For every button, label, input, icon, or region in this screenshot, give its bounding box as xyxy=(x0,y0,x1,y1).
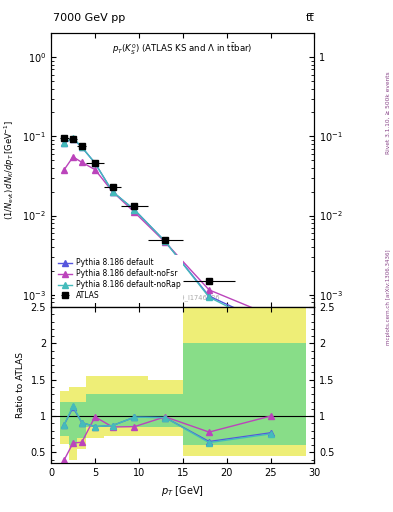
Text: Rivet 3.1.10, ≥ 500k events: Rivet 3.1.10, ≥ 500k events xyxy=(386,71,391,154)
Text: ATLAS_2019_I1746286: ATLAS_2019_I1746286 xyxy=(145,295,220,302)
Pythia 8.186 default-noFsr xyxy=(93,166,97,173)
Bar xyxy=(121,376,148,436)
Bar xyxy=(235,307,306,456)
Pythia 8.186 default-noRap xyxy=(110,188,115,195)
Pythia 8.186 default-noRap xyxy=(207,294,211,300)
Bar xyxy=(77,387,86,449)
Text: mcplots.cern.ch [arXiv:1306.3436]: mcplots.cern.ch [arXiv:1306.3436] xyxy=(386,249,391,345)
Text: tt̅: tt̅ xyxy=(306,13,314,23)
Bar xyxy=(121,394,148,427)
Legend: Pythia 8.186 default, Pythia 8.186 default-noFsr, Pythia 8.186 default-noRap, AT: Pythia 8.186 default, Pythia 8.186 defau… xyxy=(55,255,184,303)
Pythia 8.186 default-noFsr xyxy=(163,239,167,245)
Pythia 8.186 default xyxy=(79,144,84,150)
Bar xyxy=(183,307,235,456)
Text: 7000 GeV pp: 7000 GeV pp xyxy=(53,13,125,23)
Pythia 8.186 default-noFsr xyxy=(79,159,84,165)
Bar xyxy=(60,391,69,444)
Bar xyxy=(148,394,183,427)
Pythia 8.186 default-noFsr xyxy=(268,312,273,318)
Pythia 8.186 default xyxy=(71,136,75,142)
Pythia 8.186 default-noRap xyxy=(268,325,273,331)
Bar xyxy=(148,380,183,436)
Bar xyxy=(77,401,86,438)
Bar xyxy=(235,344,306,445)
Pythia 8.186 default-noRap xyxy=(79,144,84,150)
Text: $p_T(K^0_S)$ (ATLAS KS and $\Lambda$ in t$\bar{\mathrm{t}}$bar): $p_T(K^0_S)$ (ATLAS KS and $\Lambda$ in … xyxy=(112,41,253,57)
Bar xyxy=(60,401,69,436)
Pythia 8.186 default-noRap xyxy=(62,140,67,146)
Pythia 8.186 default xyxy=(163,239,167,245)
Pythia 8.186 default-noFsr xyxy=(62,166,67,173)
Bar xyxy=(104,376,121,436)
Pythia 8.186 default xyxy=(62,140,67,146)
X-axis label: $p_T$ [GeV]: $p_T$ [GeV] xyxy=(161,484,204,498)
Pythia 8.186 default-noRap xyxy=(132,207,137,213)
Pythia 8.186 default-noRap xyxy=(163,239,167,245)
Pythia 8.186 default-noRap xyxy=(93,160,97,166)
Pythia 8.186 default-noFsr xyxy=(110,188,115,195)
Pythia 8.186 default xyxy=(268,322,273,328)
Pythia 8.186 default xyxy=(132,207,137,213)
Pythia 8.186 default-noRap xyxy=(71,135,75,141)
Line: Pythia 8.186 default: Pythia 8.186 default xyxy=(61,136,273,327)
Pythia 8.186 default xyxy=(93,160,97,166)
Pythia 8.186 default xyxy=(110,188,115,195)
Line: Pythia 8.186 default-noFsr: Pythia 8.186 default-noFsr xyxy=(61,154,273,318)
Pythia 8.186 default-noFsr xyxy=(207,287,211,293)
Bar xyxy=(104,394,121,427)
Pythia 8.186 default-noFsr xyxy=(71,154,75,160)
Pythia 8.186 default-noFsr xyxy=(132,209,137,216)
Bar xyxy=(69,401,77,445)
Bar xyxy=(69,387,77,460)
Y-axis label: Ratio to ATLAS: Ratio to ATLAS xyxy=(16,352,25,418)
Bar xyxy=(86,376,104,438)
Bar xyxy=(183,344,235,445)
Y-axis label: $(1/N_\mathrm{evt})\,dN_K/dp_T\,[\mathrm{GeV}^{-1}]$: $(1/N_\mathrm{evt})\,dN_K/dp_T\,[\mathrm… xyxy=(2,120,17,220)
Line: Pythia 8.186 default-noRap: Pythia 8.186 default-noRap xyxy=(61,135,273,331)
Pythia 8.186 default xyxy=(207,293,211,299)
Bar xyxy=(86,394,104,427)
